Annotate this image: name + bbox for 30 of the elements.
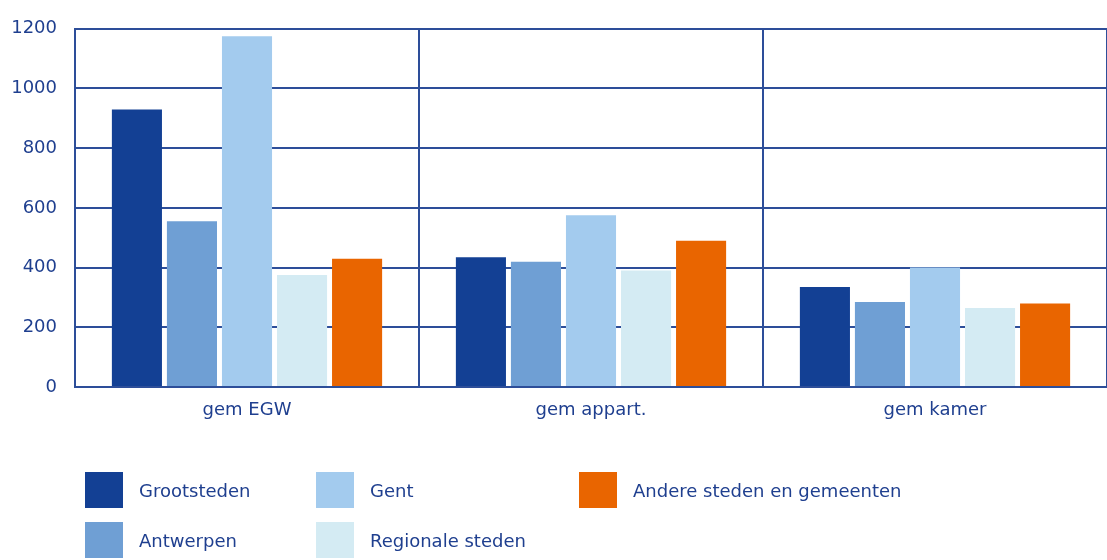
- y-tick-label: 0: [45, 374, 57, 396]
- y-tick-label: 400: [22, 255, 57, 277]
- x-tick-label: gem appart.: [535, 398, 647, 420]
- x-tick-label: gem kamer: [883, 398, 988, 420]
- bar: [621, 270, 672, 386]
- bar: [455, 257, 506, 386]
- bar: [965, 307, 1016, 386]
- bar: [332, 258, 383, 386]
- y-tick-label: 200: [22, 314, 57, 336]
- y-tick-label: 600: [22, 195, 57, 217]
- bar: [111, 109, 162, 386]
- x-tick-label: gem EGW: [202, 398, 292, 420]
- bar: [1020, 303, 1071, 386]
- y-tick-label: 800: [22, 135, 57, 157]
- bar: [565, 215, 617, 386]
- bar: [854, 301, 905, 386]
- y-tick-label: 1200: [11, 16, 57, 38]
- bar: [909, 267, 961, 386]
- legend-label: Gent: [370, 479, 414, 501]
- legend-label: Antwerpen: [139, 529, 237, 551]
- bar: [166, 221, 217, 386]
- bar: [277, 275, 328, 386]
- legend-label: Andere steden en gemeenten: [633, 479, 902, 501]
- y-tick-label: 1000: [11, 76, 57, 98]
- legend-label: Regionale steden: [370, 529, 526, 551]
- bar: [510, 261, 561, 386]
- bar: [221, 36, 273, 386]
- bar: [676, 240, 727, 386]
- legend-label: Grootsteden: [139, 479, 251, 501]
- bar: [799, 287, 850, 386]
